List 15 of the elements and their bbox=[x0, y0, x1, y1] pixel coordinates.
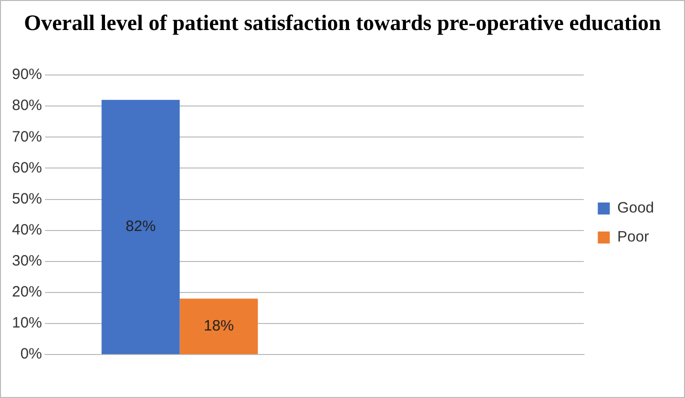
y-tick-label: 50% bbox=[12, 190, 42, 208]
y-tick-label: 80% bbox=[12, 97, 42, 114]
y-tick-label: 40% bbox=[12, 221, 42, 238]
chart-title: Overall level of patient satisfaction towards pre-operative education bbox=[23, 9, 662, 36]
y-tick-label: 90% bbox=[12, 66, 42, 84]
data-label: 18% bbox=[204, 318, 234, 335]
data-label: 82% bbox=[126, 218, 156, 236]
y-tick-label: 30% bbox=[12, 252, 42, 270]
y-tick-label: 10% bbox=[12, 314, 42, 332]
y-tick-label: 70% bbox=[12, 128, 42, 146]
legend-label: Poor bbox=[617, 228, 649, 246]
legend-label: Good bbox=[617, 200, 654, 217]
y-tick-label: 20% bbox=[12, 284, 42, 301]
y-tick-label: 0% bbox=[20, 346, 42, 363]
y-tick-label: 60% bbox=[12, 159, 42, 176]
